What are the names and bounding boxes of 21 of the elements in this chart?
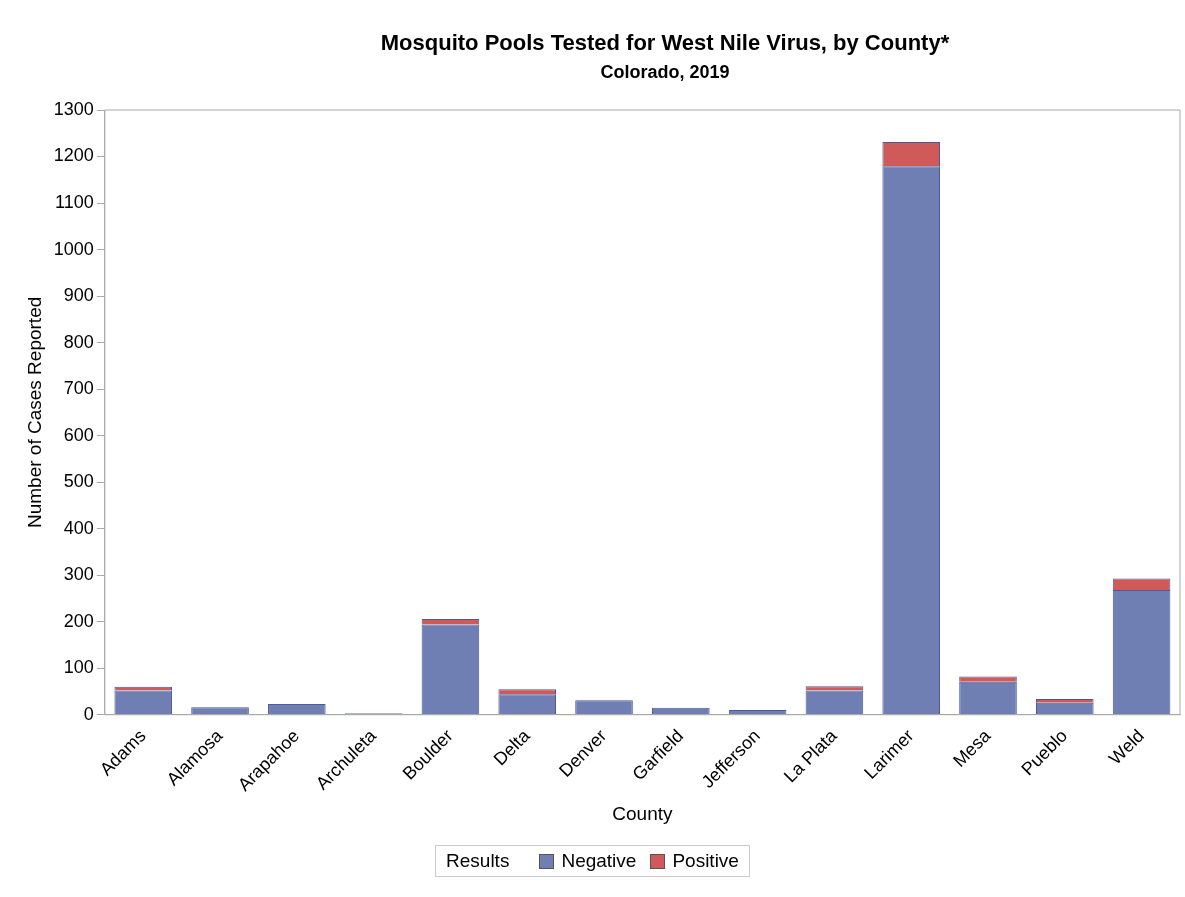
y-axis-title: Number of Cases Reported [23,296,45,528]
y-tick-label: 700 [63,378,94,399]
legend-title: Results [446,850,510,872]
legend-label: Positive [671,850,739,872]
y-tick-label: 1100 [55,192,94,212]
chart-subtitle: Colorado, 2019 [599,62,731,83]
x-axis-title: County [612,802,674,824]
legend-label: Negative [560,850,637,872]
y-tick-label: 1300 [53,98,94,119]
y-tick-label: 400 [63,517,94,538]
chart-title: Mosquito Pools Tested for West Nile Virus, by County* [379,30,951,56]
y-tick-label: 500 [63,471,94,492]
y-tick-label: 600 [63,424,94,445]
y-tick-label: 800 [63,331,94,352]
y-tick-label: 100 [63,657,94,678]
y-tick-label: 300 [63,564,94,585]
y-tick-label: 1200 [53,145,94,166]
y-tick-label: 200 [63,610,94,631]
y-tick-label: 900 [63,285,94,306]
y-tick-label: 1000 [53,238,94,259]
y-tick-label: 0 [83,703,94,724]
